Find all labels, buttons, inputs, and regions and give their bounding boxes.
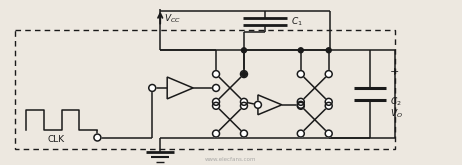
Circle shape [213, 102, 219, 109]
Text: $C_1$: $C_1$ [291, 15, 303, 28]
Text: $V_O$: $V_O$ [389, 107, 402, 120]
Circle shape [325, 71, 332, 78]
Circle shape [325, 102, 332, 109]
Circle shape [298, 98, 304, 105]
Circle shape [325, 98, 332, 105]
Circle shape [325, 130, 332, 137]
Circle shape [326, 48, 331, 53]
Text: +: + [389, 67, 399, 77]
Text: $V_{CC}$: $V_{CC}$ [164, 13, 181, 25]
Circle shape [298, 48, 303, 53]
Circle shape [298, 101, 304, 108]
Circle shape [241, 130, 248, 137]
Circle shape [213, 130, 219, 137]
Circle shape [241, 71, 248, 78]
Circle shape [298, 71, 304, 78]
Text: $C_2$: $C_2$ [389, 96, 401, 108]
Circle shape [149, 84, 156, 91]
Circle shape [298, 130, 304, 137]
Circle shape [213, 98, 219, 105]
Circle shape [298, 102, 304, 109]
Circle shape [94, 134, 101, 141]
Circle shape [241, 98, 248, 105]
Text: CLK: CLK [48, 135, 65, 144]
Circle shape [242, 48, 246, 53]
Text: www.elecfans.com: www.elecfans.com [205, 157, 257, 162]
Circle shape [213, 71, 219, 78]
Circle shape [255, 101, 261, 108]
Circle shape [213, 84, 219, 91]
Circle shape [241, 102, 248, 109]
Circle shape [242, 72, 246, 77]
